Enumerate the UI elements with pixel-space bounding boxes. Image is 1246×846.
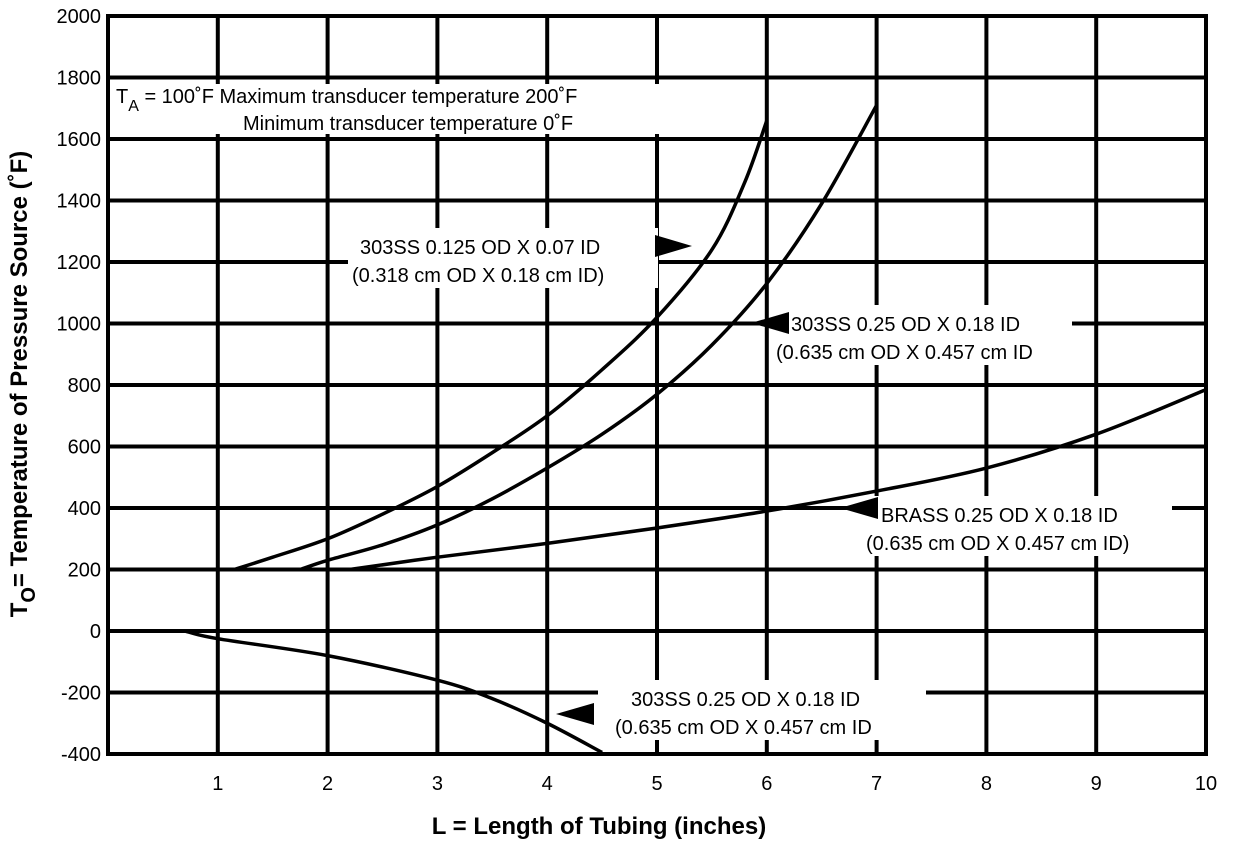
series-2-arrow <box>751 312 789 334</box>
plot-frame <box>106 14 1208 756</box>
series-4-line <box>184 629 603 755</box>
x-tick-label: 3 <box>432 773 443 795</box>
series-1-line <box>233 119 769 572</box>
x-tick-label: 6 <box>761 773 772 795</box>
series-3-label-metric: (0.635 cm OD X 0.457 cm ID) <box>866 533 1129 555</box>
curves <box>184 104 1207 755</box>
y-tick-label: 2000 <box>57 6 102 28</box>
note-prefix: T <box>116 86 128 108</box>
y-axis-title: TO= Temperature of Pressure Source (˚F) <box>6 151 40 618</box>
y-tick-label: 0 <box>90 621 101 643</box>
x-axis-title: L = Length of Tubing (inches) <box>432 813 766 840</box>
label-box-series-4 <box>598 680 926 740</box>
y-tick-label: -400 <box>61 744 101 766</box>
note-line-2: Minimum transducer temperature 0˚F <box>243 113 573 135</box>
note-box <box>112 84 664 134</box>
y-tick-label: 200 <box>68 560 101 582</box>
series-1-arrow <box>655 235 692 257</box>
series-4-label-metric: (0.635 cm OD X 0.457 cm ID <box>615 717 872 739</box>
y-axis-title-sub: O <box>18 587 40 603</box>
note-line-1-text: = 100˚F Maximum transducer temperature 2… <box>139 86 578 108</box>
x-tick-label: 10 <box>1195 773 1217 795</box>
series-4-arrow <box>556 703 594 725</box>
x-tick-label: 1 <box>212 773 223 795</box>
y-axis-title-prefix: T <box>6 602 33 617</box>
x-tick-label: 4 <box>542 773 553 795</box>
series-3-line <box>349 387 1207 572</box>
x-tick-label: 5 <box>651 773 662 795</box>
label-box-series-1 <box>348 228 658 288</box>
series-4-label: 303SS 0.25 OD X 0.18 ID <box>631 689 860 711</box>
y-tick-label: 1400 <box>57 191 102 213</box>
y-axis-title-main: = Temperature of Pressure Source (˚F) <box>6 151 33 587</box>
series-3-arrow <box>840 497 878 519</box>
y-tick-label: 1800 <box>57 68 102 90</box>
y-tick-label: 400 <box>68 498 101 520</box>
y-tick-label: 800 <box>68 375 101 397</box>
x-tick-label: 7 <box>871 773 882 795</box>
note-sub: A <box>128 98 139 115</box>
y-tick-label: 1200 <box>57 252 102 274</box>
series-2-label-metric: (0.635 cm OD X 0.457 cm ID <box>776 342 1033 364</box>
series-2-line <box>299 104 879 572</box>
series-2-label: 303SS 0.25 OD X 0.18 ID <box>791 314 1020 336</box>
y-tick-label: 600 <box>68 437 101 459</box>
x-tick-label: 8 <box>981 773 992 795</box>
tick-labels: 1 2 3 4 5 6 7 8 9 10 -400 -200 0 200 400 600 800 1000 1200… <box>57 6 1218 795</box>
series-1-label-metric: (0.318 cm OD X 0.18 cm ID) <box>352 265 604 287</box>
label-box-series-2 <box>772 305 1072 365</box>
x-tick-label: 2 <box>322 773 333 795</box>
note-line-1: TA = 100˚F Maximum transducer temperatur… <box>116 86 577 115</box>
series-3-label: BRASS 0.25 OD X 0.18 ID <box>881 505 1118 527</box>
y-tick-label: -200 <box>61 683 101 705</box>
label-box-series-3 <box>862 496 1172 556</box>
series-1-label: 303SS 0.125 OD X 0.07 ID <box>360 237 600 259</box>
y-tick-label: 1600 <box>57 129 102 151</box>
y-tick-label: 1000 <box>57 314 102 336</box>
x-tick-label: 9 <box>1091 773 1102 795</box>
